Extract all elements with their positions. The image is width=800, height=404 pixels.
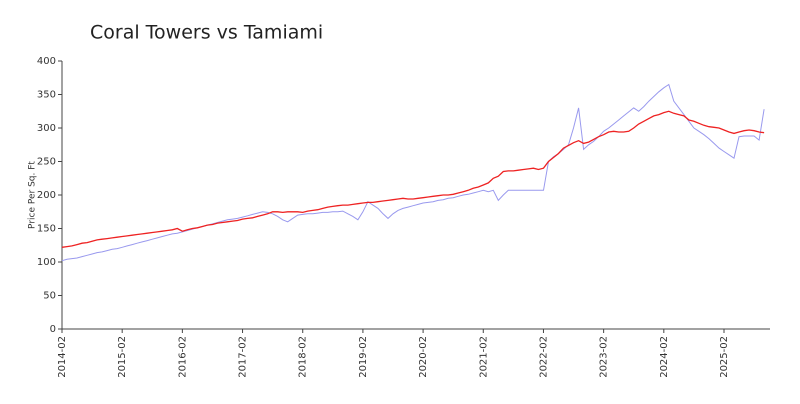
x-tick-label: 2016-02 [177,336,188,378]
y-tick-label: 400 [37,56,56,67]
y-tick-label: 250 [37,157,56,168]
y-tick-label: 150 [37,224,56,235]
y-tick-label: 50 [43,291,56,302]
y-tick-label: 300 [37,123,56,134]
x-tick-label: 2023-02 [599,336,610,378]
x-tick-label: 2021-02 [478,336,489,378]
x-tick-label: 2024-02 [659,336,670,378]
chart-title: Coral Towers vs Tamiami [90,22,323,44]
y-tick-label: 100 [37,257,56,268]
y-axis-label: Price Per Sq. Ft [28,161,38,229]
y-tick-label: 200 [37,190,56,201]
y-tick-label: 350 [37,90,56,101]
x-tick-label: 2019-02 [358,336,369,378]
x-tick-label: 2014-02 [57,336,68,378]
x-tick-label: 2022-02 [538,336,549,378]
y-tick-label: 0 [50,324,56,335]
x-tick-label: 2020-02 [418,336,429,378]
series-line [61,110,765,248]
x-tick-label: 2018-02 [298,336,309,378]
x-tick-label: 2025-02 [719,336,730,378]
series-line [61,83,765,262]
x-tick-label: 2017-02 [238,336,249,378]
x-tick-label: 2015-02 [117,336,128,378]
